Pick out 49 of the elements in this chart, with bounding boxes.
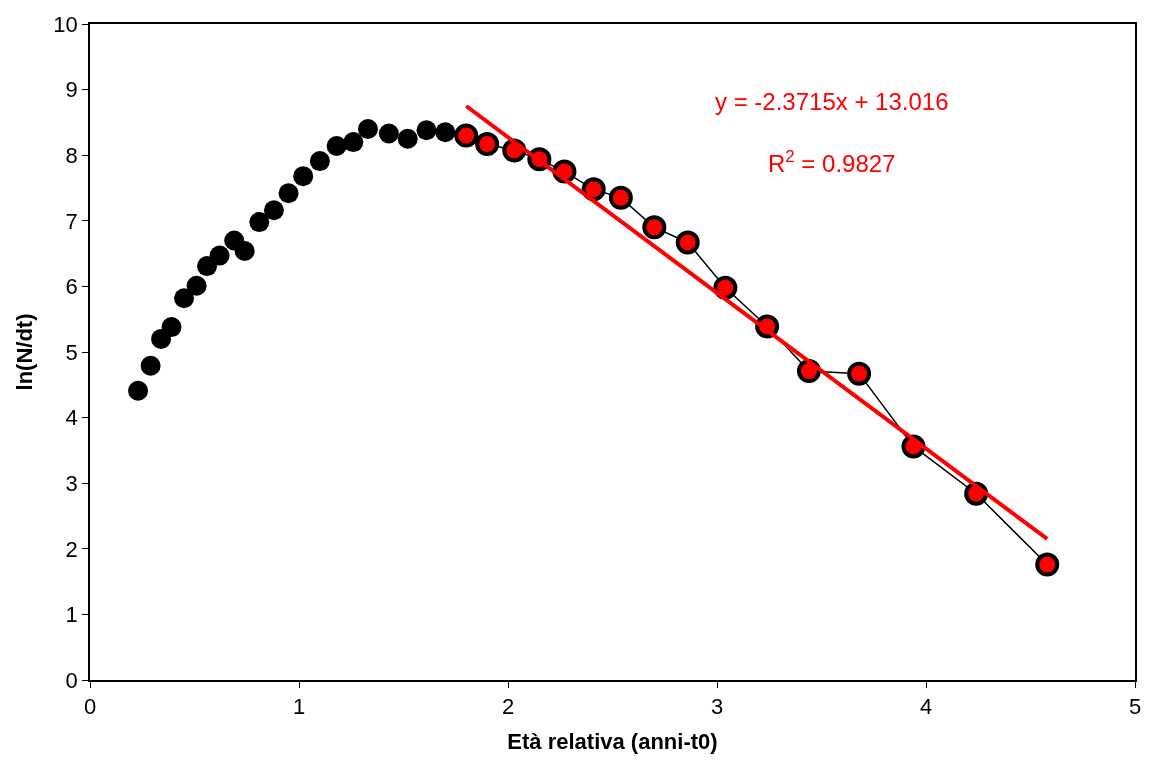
point xyxy=(326,136,347,157)
x-tick-label: 3 xyxy=(710,694,724,720)
point xyxy=(581,177,606,202)
y-tick-label: 9 xyxy=(65,77,78,103)
x-tick-label: 4 xyxy=(919,694,933,720)
point xyxy=(128,380,149,401)
point xyxy=(209,245,230,266)
point xyxy=(293,166,314,187)
point xyxy=(675,230,700,255)
y-tick-label: 10 xyxy=(53,11,78,37)
y-tick-label: 2 xyxy=(65,536,78,562)
x-axis-title: Età relativa (anni-t0) xyxy=(507,728,718,754)
annotation: R$^{2}$ = 0.9827 xyxy=(768,147,896,178)
point xyxy=(161,317,182,338)
point xyxy=(249,212,270,233)
point xyxy=(642,215,667,240)
annotation: y = -2.3715x + 13.016 xyxy=(715,88,949,115)
point xyxy=(847,361,872,386)
point xyxy=(278,183,299,204)
x-tick-label: 2 xyxy=(501,694,515,720)
point xyxy=(263,200,284,221)
point xyxy=(608,185,633,210)
point xyxy=(1035,552,1060,577)
point xyxy=(378,123,399,144)
point xyxy=(343,132,364,153)
y-tick-label: 3 xyxy=(65,470,78,496)
y-tick-label: 4 xyxy=(65,405,78,431)
x-tick-label: 5 xyxy=(1128,694,1142,720)
y-tick-label: 5 xyxy=(65,339,78,365)
point xyxy=(140,355,161,376)
point xyxy=(186,275,207,296)
x-tick-label: 0 xyxy=(83,694,97,720)
y-tick-label: 0 xyxy=(65,667,78,693)
point xyxy=(416,120,437,141)
y-axis-title: ln(N/dt) xyxy=(11,313,37,391)
point xyxy=(357,118,378,139)
y-tick-label: 6 xyxy=(65,274,78,300)
point xyxy=(309,151,330,172)
point xyxy=(454,123,479,148)
x-tick-label: 1 xyxy=(292,694,306,720)
y-tick-label: 8 xyxy=(65,142,78,168)
y-tick-label: 7 xyxy=(65,208,78,234)
point xyxy=(197,256,218,277)
point xyxy=(234,240,255,261)
y-tick-label: 1 xyxy=(65,602,78,628)
point xyxy=(475,132,500,157)
point xyxy=(174,288,195,309)
point xyxy=(435,122,456,143)
point xyxy=(397,128,418,149)
